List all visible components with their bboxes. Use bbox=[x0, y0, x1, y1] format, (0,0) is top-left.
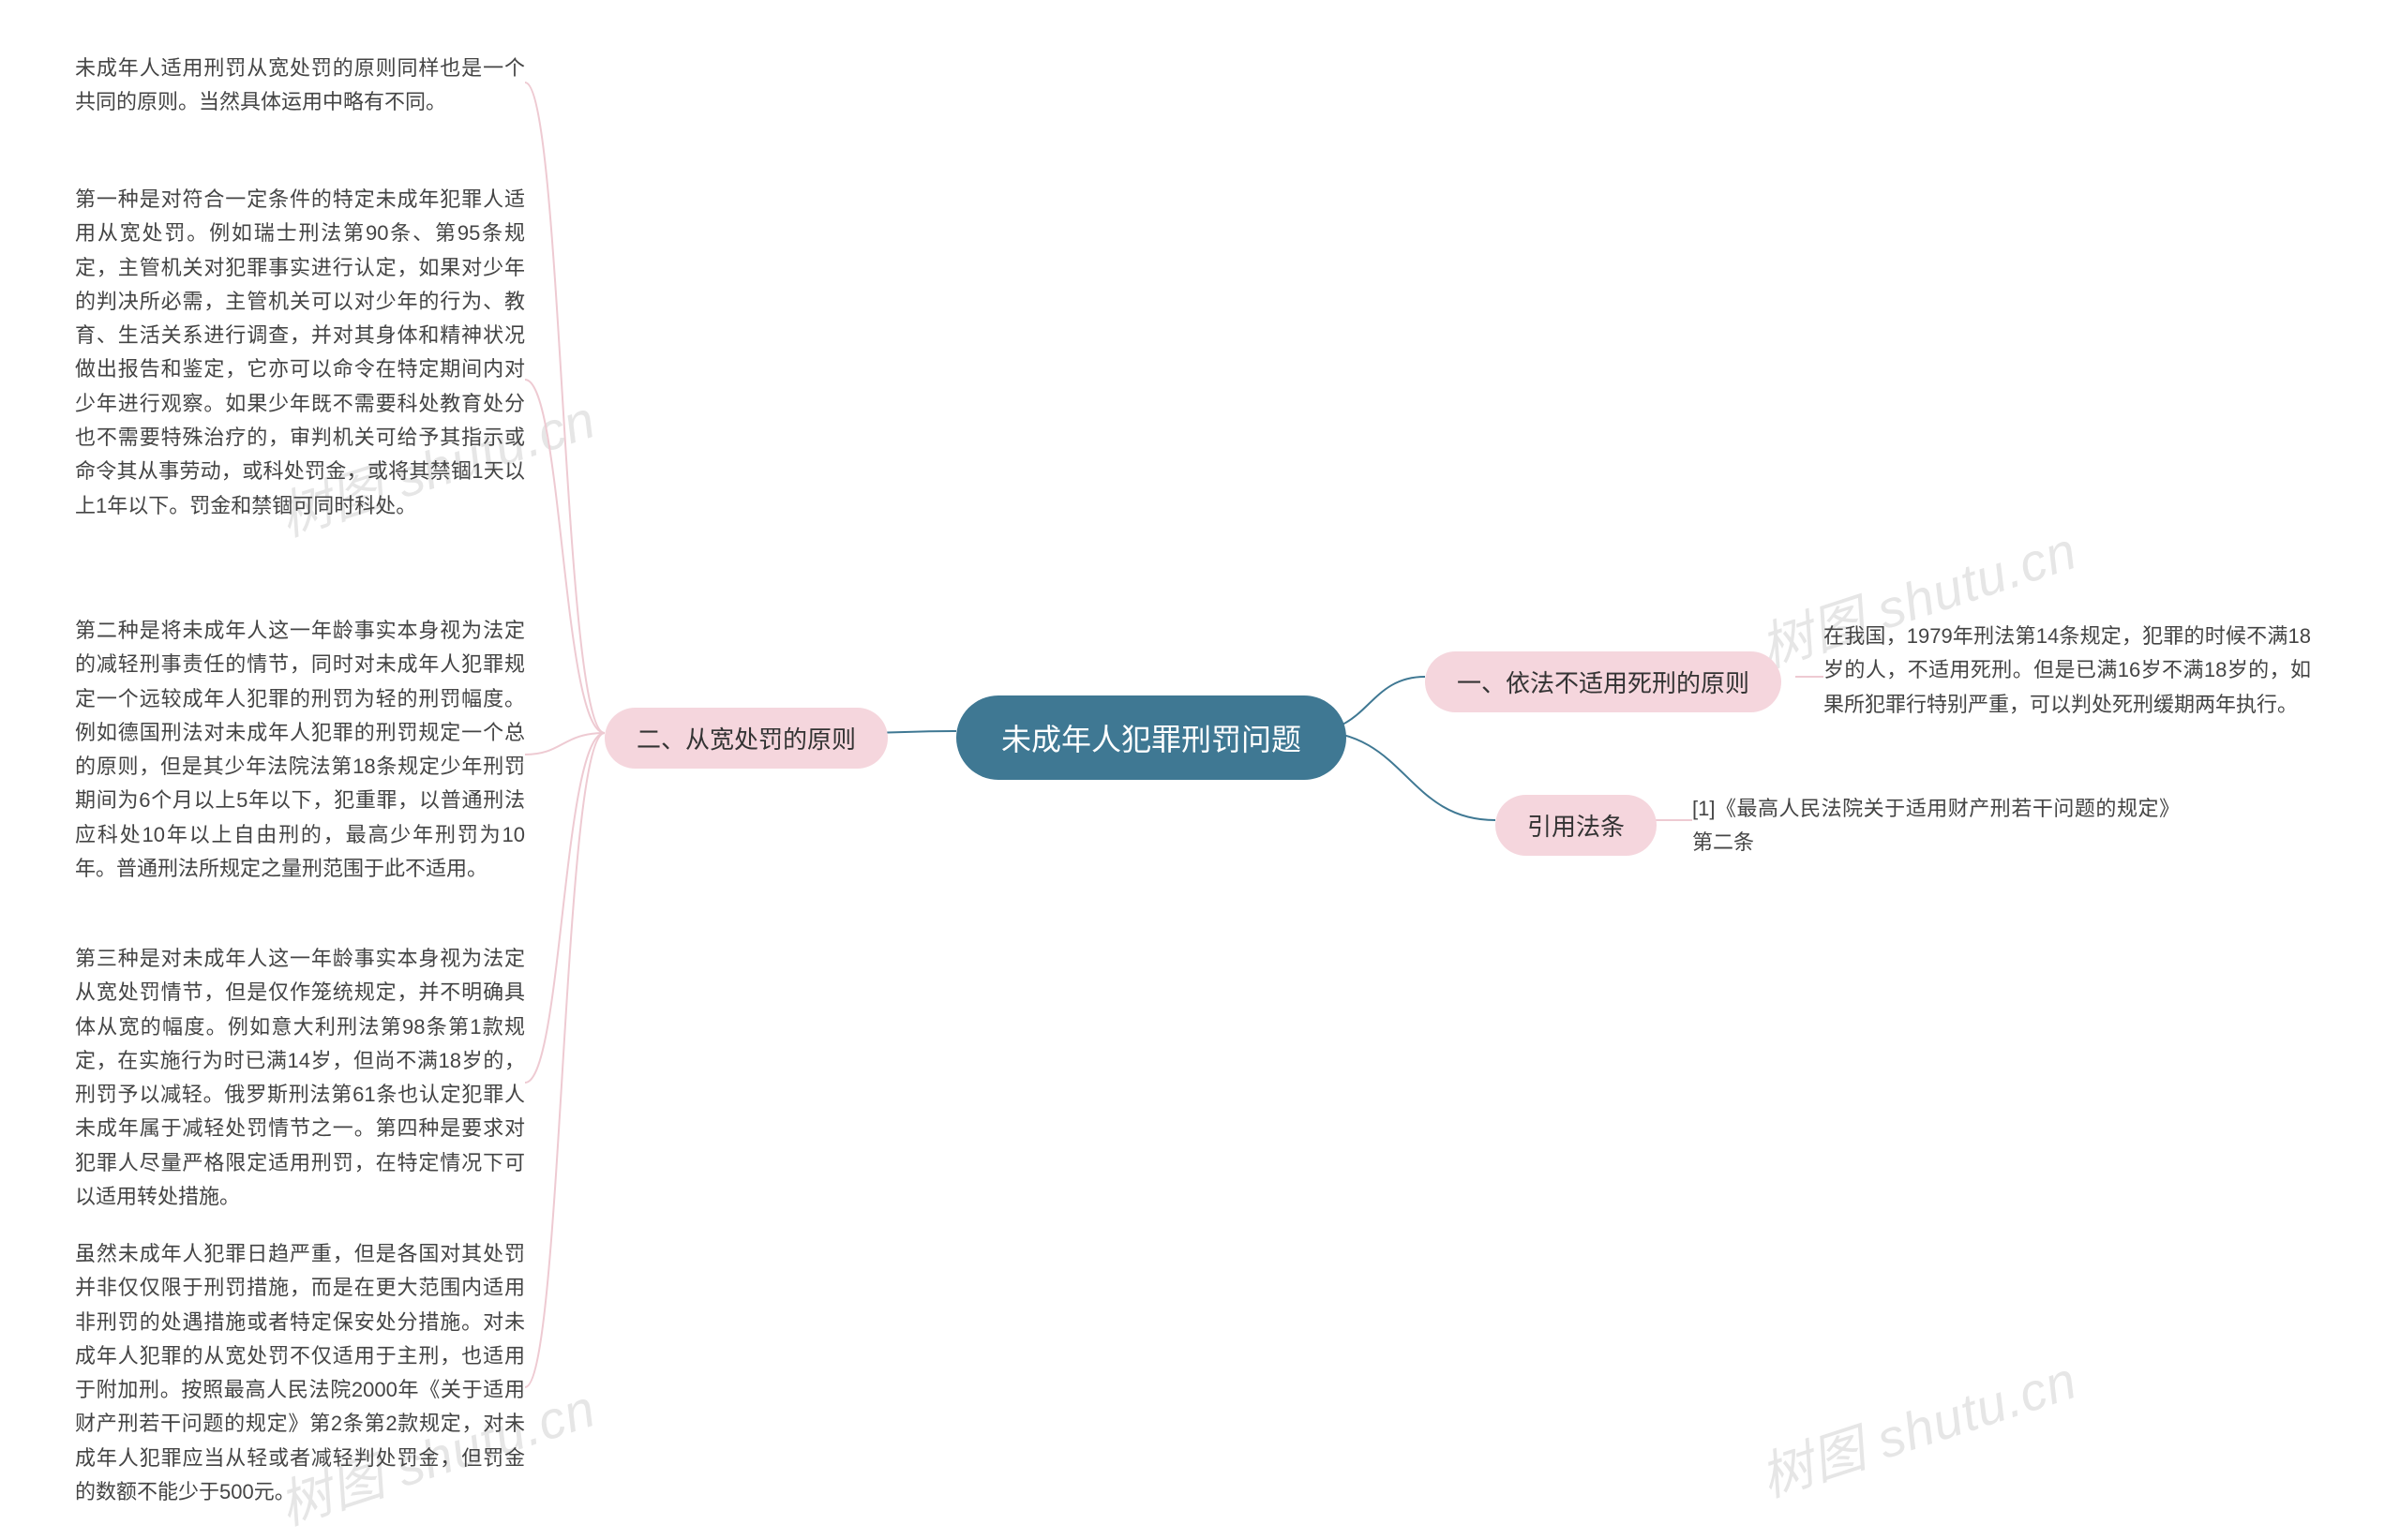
mindmap-canvas: 树图 shutu.cn 树图 shutu.cn 树图 shutu.cn 树图 s… bbox=[0, 0, 2400, 1519]
leaf-right-1: 在我国，1979年刑法第14条规定，犯罪的时候不满18岁的人，不适用死刑。但是已… bbox=[1823, 620, 2311, 722]
branch-leniency[interactable]: 二、从宽处罚的原则 bbox=[605, 708, 888, 769]
leaf-left-1: 未成年人适用刑罚从宽处罚的原则同样也是一个共同的原则。当然具体运用中略有不同。 bbox=[75, 52, 525, 120]
leaf-left-3: 第二种是将未成年人这一年龄事实本身视为法定的减轻刑事责任的情节，同时对未成年人犯… bbox=[75, 614, 525, 886]
leaf-left-2: 第一种是对符合一定条件的特定未成年犯罪人适用从宽处罚。例如瑞士刑法第90条、第9… bbox=[75, 183, 525, 523]
leaf-left-4: 第三种是对未成年人这一年龄事实本身视为法定从宽处罚情节，但是仅作笼统规定，并不明… bbox=[75, 942, 525, 1214]
leaf-right-2: [1]《最高人民法院关于适用财产刑若干问题的规定》 第二条 bbox=[1692, 792, 2180, 860]
root-node[interactable]: 未成年人犯罪刑罚问题 bbox=[956, 695, 1346, 780]
branch-citation[interactable]: 引用法条 bbox=[1495, 795, 1657, 856]
watermark: 树图 shutu.cn bbox=[1749, 1338, 2085, 1512]
leaf-left-5: 虽然未成年人犯罪日趋严重，但是各国对其处罚并非仅仅限于刑罚措施，而是在更大范围内… bbox=[75, 1237, 525, 1509]
branch-no-death-penalty[interactable]: 一、依法不适用死刑的原则 bbox=[1425, 651, 1781, 712]
